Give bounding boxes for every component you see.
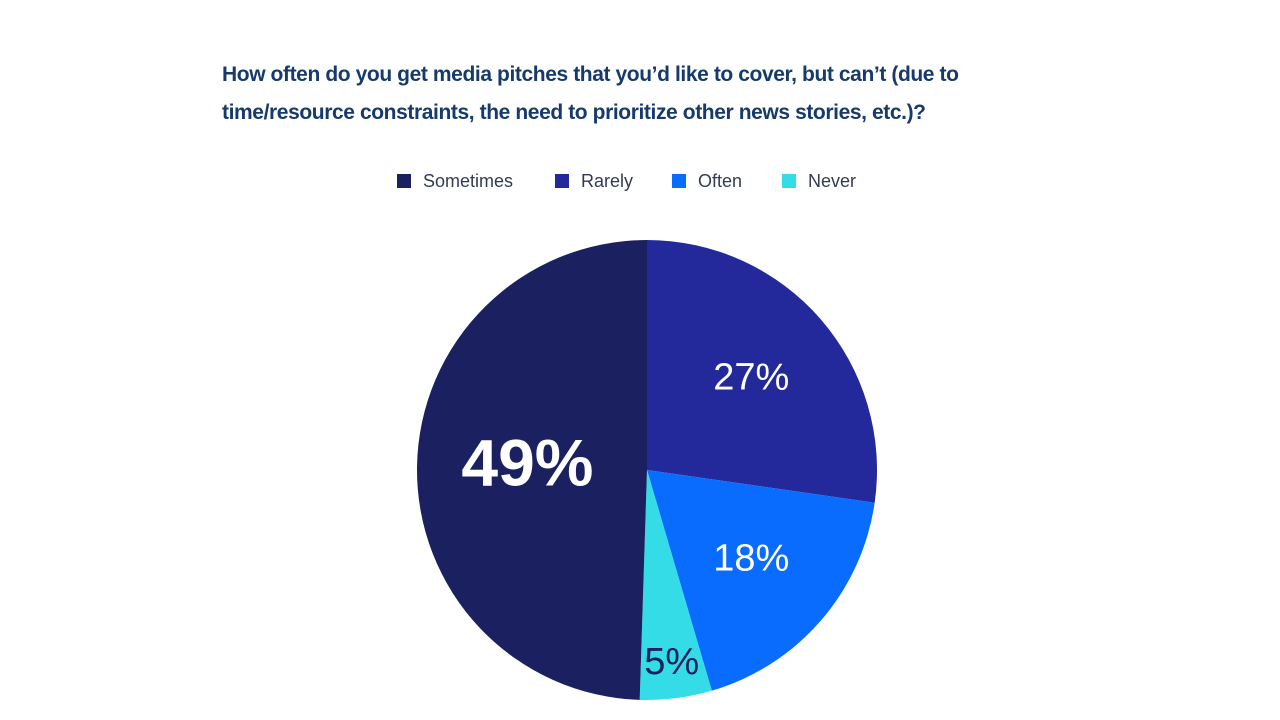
pie-slice [417,240,647,700]
legend-swatch [397,174,411,188]
legend-swatch [782,174,796,188]
legend-label: Often [698,171,742,191]
value-label: 49% [461,426,593,500]
pie-slice [639,470,712,700]
pie-slice [647,470,875,691]
legend-swatch [555,174,569,188]
value-label: 18% [713,537,789,579]
pie-slice [647,240,877,503]
legend-label: Rarely [581,171,633,191]
legend-label: Never [808,171,856,191]
chart-title: How often do you get media pitches that … [222,63,959,124]
legend-swatch [672,174,686,188]
value-label: 5% [644,641,699,683]
value-label: 27% [713,357,789,399]
legend-label: Sometimes [423,171,513,191]
